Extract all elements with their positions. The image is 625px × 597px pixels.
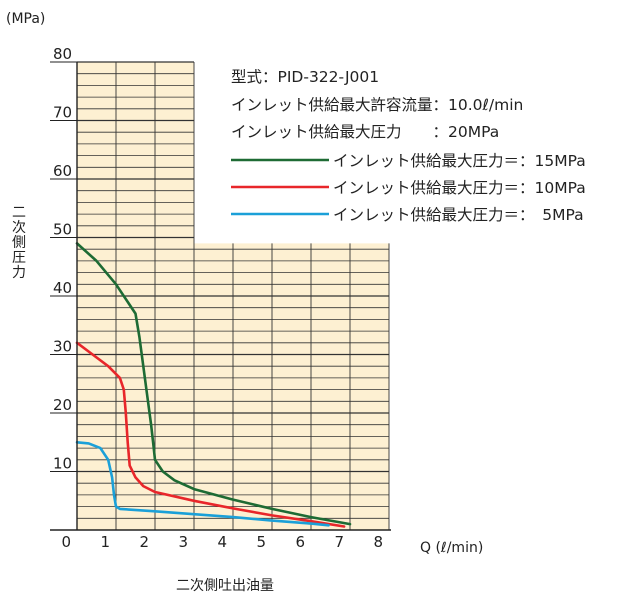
y-tick-label: 20 — [53, 396, 72, 414]
series-line-0 — [75, 242, 352, 526]
x-tick-label: 1 — [100, 533, 110, 551]
series-line-1 — [75, 341, 346, 528]
x-tick-label: 6 — [295, 533, 305, 551]
y-unit-label: (MPa) — [6, 11, 45, 27]
x-tick-label: 4 — [217, 533, 227, 551]
x-tick-label: 8 — [373, 533, 383, 551]
y-tick-label: 10 — [53, 455, 72, 473]
chart-grid — [77, 61, 390, 530]
max-pressure-info-line: インレット供給最大圧力 ：20MPa — [231, 123, 499, 141]
x-axis-label: 二次側吐出油量 — [176, 578, 274, 594]
model-info-line: 型式：PID-322-J001 — [231, 68, 379, 86]
y-axis-label: 二次側圧力 — [10, 205, 26, 280]
y-tick-label: 30 — [53, 338, 72, 356]
legend-label-0: インレット供給最大圧力＝：15MPa — [333, 152, 586, 170]
y-tick-label: 60 — [53, 162, 72, 180]
legend-label-1: インレット供給最大圧力＝：10MPa — [333, 179, 586, 197]
chart-legend: インレット供給最大圧力＝：15MPa インレット供給最大圧力＝：10MPa インレッ… — [231, 152, 586, 224]
chart-series — [75, 242, 352, 528]
y-tick-label: 50 — [53, 221, 72, 239]
y-tick-label: 80 — [53, 45, 72, 63]
series-line-2 — [75, 441, 330, 527]
chart-axes: 10 20 30 40 50 60 70 80 0 1 2 3 4 5 6 7 8 — [50, 45, 391, 551]
max-flow-info-line: インレット供給最大許容流量：10.0ℓ/min — [231, 96, 523, 114]
y-tick-label: 70 — [53, 104, 72, 122]
legend-label-2: インレット供給最大圧力＝： 5MPa — [333, 206, 584, 224]
x-tick-label: 0 — [61, 533, 71, 551]
x-unit-label: Q (ℓ/min) — [420, 540, 483, 556]
x-tick-label: 7 — [334, 533, 344, 551]
y-tick-label: 40 — [53, 279, 72, 297]
x-tick-label: 5 — [256, 533, 266, 551]
x-tick-label: 3 — [178, 533, 188, 551]
x-tick-label: 2 — [139, 533, 149, 551]
